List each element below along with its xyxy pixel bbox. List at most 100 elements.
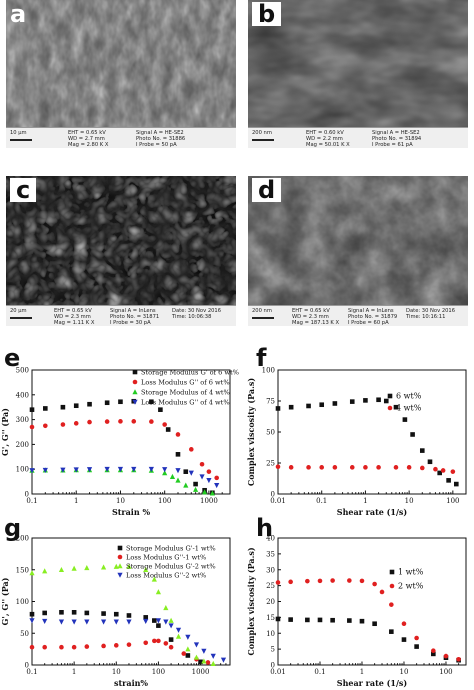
data-point <box>43 406 48 411</box>
data-point <box>152 618 157 623</box>
y-tick-label: 100 <box>262 367 275 375</box>
data-point <box>183 482 189 488</box>
data-point <box>60 404 66 410</box>
data-point <box>29 468 35 474</box>
data-point <box>71 619 77 625</box>
data-point <box>29 611 35 617</box>
data-point <box>113 611 119 617</box>
y-tick-label: 400 <box>16 391 29 399</box>
legend-label: 2 wt% <box>398 582 424 591</box>
x-tick-label: 100 <box>158 497 171 505</box>
legend-label: Loss Modulus G'' of 6 wt% <box>141 379 230 387</box>
data-point <box>450 469 456 474</box>
legend-marker <box>132 369 138 375</box>
data-point <box>205 660 211 665</box>
legend-marker <box>387 393 393 399</box>
data-point <box>401 621 407 627</box>
panel-label-g: g <box>4 514 22 542</box>
series-4 <box>29 466 220 489</box>
data-point <box>169 473 176 479</box>
data-point <box>210 653 216 659</box>
data-point <box>104 400 110 406</box>
legend-entry: 6 wt% <box>387 392 422 401</box>
legend-marker <box>132 399 138 405</box>
y-axis-label: Complex viscosity (Pa.s) <box>246 378 256 487</box>
data-point <box>199 461 205 467</box>
data-point <box>359 578 365 584</box>
sem-info-bar-a: 10 μm EHT = 0.65 kV WD = 2.7 mm Mag = 2.… <box>6 127 236 148</box>
data-point <box>389 602 394 607</box>
legend-label: 1 wt% <box>398 568 424 577</box>
panel-label-h: h <box>256 514 274 542</box>
data-point <box>288 579 293 585</box>
data-point <box>214 483 220 489</box>
y-tick-label: 30 <box>266 566 275 574</box>
data-point <box>84 610 90 616</box>
data-point <box>175 452 181 457</box>
data-point <box>148 466 154 472</box>
data-point <box>117 466 124 472</box>
chart-g: 0 50 100 150 200 0.1 1 10 100 1000 strain% G', G'' … <box>0 535 231 688</box>
legend-label: 4 wt% <box>396 404 422 413</box>
data-point <box>393 404 399 410</box>
x-axis-label: Shear rate (1/s) <box>337 678 408 688</box>
legend-marker <box>132 389 138 395</box>
series-2 <box>275 578 461 662</box>
legend-marker <box>132 379 138 385</box>
data-point <box>155 589 162 595</box>
panel-label-e: e <box>4 344 21 372</box>
data-point <box>372 621 377 627</box>
data-point <box>151 576 157 582</box>
y-tick-label: 200 <box>16 535 29 543</box>
data-point <box>389 629 394 634</box>
data-point <box>209 490 216 496</box>
data-point <box>162 422 167 427</box>
legend-marker <box>117 554 123 560</box>
legend-label: Storage Modulus of 4 wt% <box>141 389 230 397</box>
data-point <box>126 613 132 618</box>
data-point <box>201 648 207 654</box>
data-point <box>71 565 77 571</box>
data-point <box>317 578 323 584</box>
series-2 <box>29 419 219 481</box>
panel-label-d: d <box>252 178 282 202</box>
data-point <box>275 406 281 411</box>
data-point <box>433 466 438 472</box>
legend-marker <box>387 405 393 411</box>
data-point <box>206 469 212 474</box>
data-point <box>168 623 174 629</box>
data-point <box>59 644 64 650</box>
legend-entry: 4 wt% <box>387 404 422 413</box>
data-point <box>185 653 191 658</box>
data-point <box>101 643 106 649</box>
data-point <box>84 619 90 625</box>
data-point <box>60 422 66 427</box>
legend-entry: Loss Modulus G''-2 wt% <box>117 572 206 580</box>
data-point <box>443 653 449 659</box>
series-1 <box>275 397 459 487</box>
y-tick-label: 0 <box>271 662 275 670</box>
data-point <box>131 419 137 424</box>
data-point <box>73 467 79 473</box>
data-point <box>175 627 182 633</box>
y-tick-label: 300 <box>16 416 29 424</box>
y-tick-label: 150 <box>16 566 29 574</box>
data-point <box>29 407 35 412</box>
legend-entry: 2 wt% <box>389 582 424 591</box>
legend-entry: Storage Modulus of 4 wt% <box>132 389 230 397</box>
data-point <box>402 417 408 422</box>
data-point <box>414 644 419 649</box>
data-point <box>383 398 389 404</box>
scale-bar-label: 10 μm <box>10 130 27 136</box>
data-point <box>162 470 168 476</box>
sem-texture-d <box>248 176 468 326</box>
series-3 <box>29 563 216 667</box>
data-point <box>71 644 77 650</box>
data-point <box>363 398 368 403</box>
data-point <box>330 617 335 623</box>
data-point <box>419 448 425 453</box>
data-point <box>158 407 163 412</box>
data-point <box>156 623 161 628</box>
data-point <box>175 477 181 483</box>
data-point <box>193 481 198 487</box>
